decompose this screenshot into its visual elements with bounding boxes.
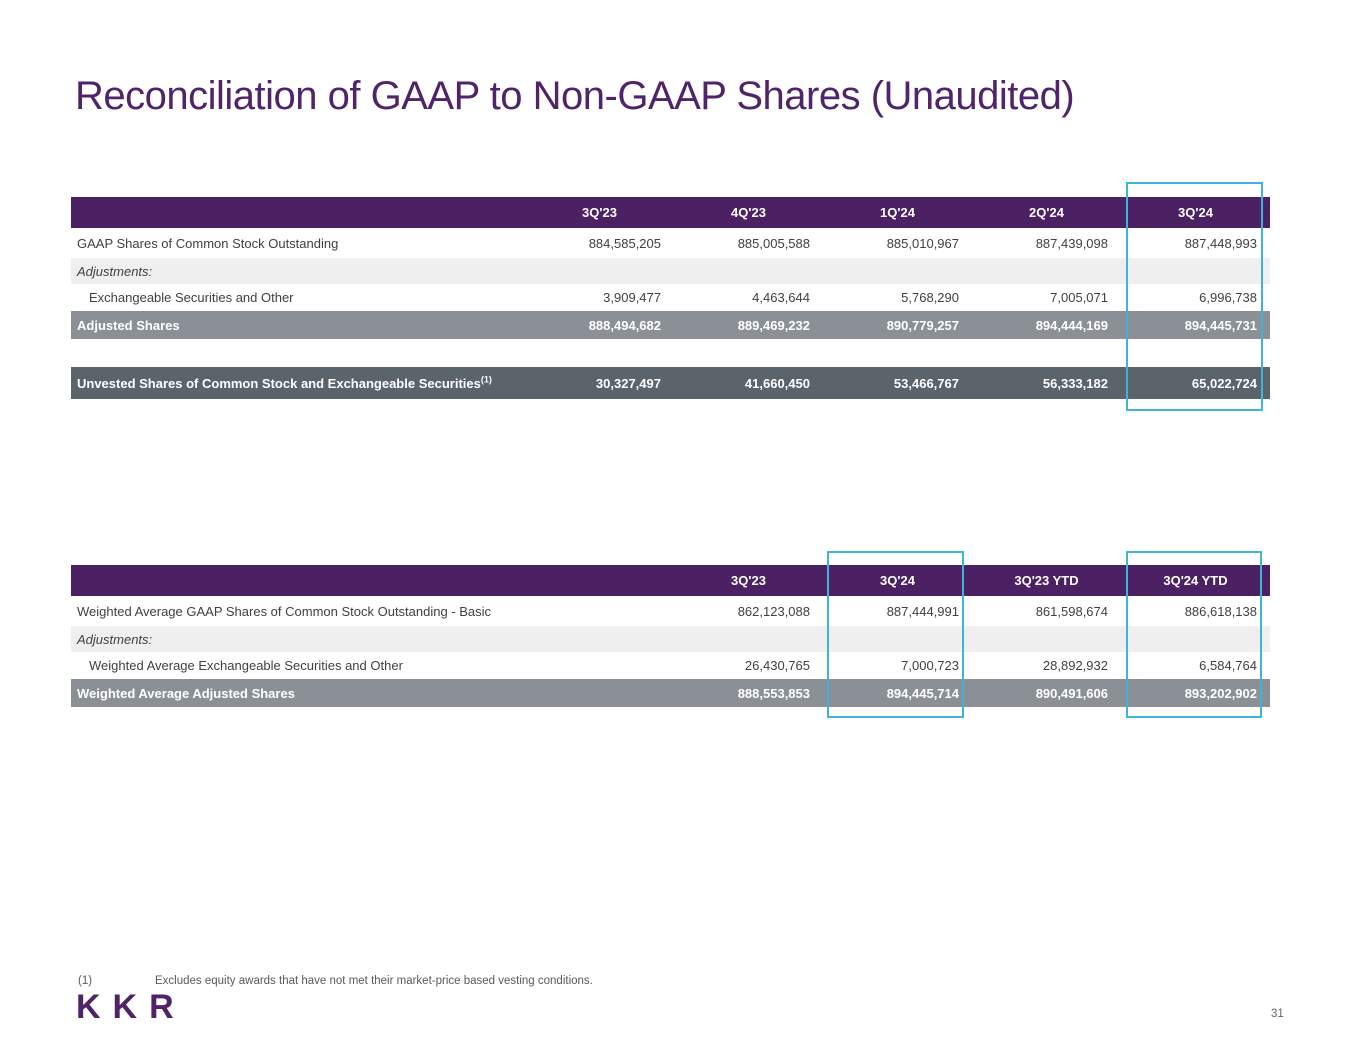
cell-value: 887,448,993 xyxy=(1184,235,1257,251)
cell-value: 7,000,723 xyxy=(901,658,959,673)
cell-value: 894,445,731 xyxy=(1184,317,1257,333)
cell-value: 28,892,932 xyxy=(1042,658,1108,673)
table2-header-3q24: 3Q'24 xyxy=(880,573,915,588)
weighted-average-shares-table: 3Q'23 3Q'24 3Q'23 YTD 3Q'24 YTD Weighted… xyxy=(71,565,1270,707)
page-number: 31 xyxy=(1271,1008,1284,1020)
table-row-adjusted-shares: Adjusted Shares 888,494,682 889,469,232 … xyxy=(71,311,1270,339)
cell-value: 5,768,290 xyxy=(901,290,959,305)
table1-header-3q24: 3Q'24 xyxy=(1178,205,1213,220)
cell-value: 884,585,205 xyxy=(588,235,661,251)
cell-value: 888,553,853 xyxy=(737,685,810,701)
cell-value: 6,996,738 xyxy=(1199,290,1257,305)
cell-value: 4,463,644 xyxy=(752,290,810,305)
cell-value: 861,598,674 xyxy=(1035,603,1108,619)
table-row-weighted-exchangeable: Weighted Average Exchangeable Securities… xyxy=(71,652,1270,679)
cell-value: 886,618,138 xyxy=(1184,603,1257,619)
row-label: GAAP Shares of Common Stock Outstanding xyxy=(77,235,339,251)
cell-value: 894,444,169 xyxy=(1035,317,1108,333)
row-label: Weighted Average GAAP Shares of Common S… xyxy=(77,603,492,619)
cell-value: 65,022,724 xyxy=(1191,375,1257,391)
cell-value: 894,445,714 xyxy=(886,685,959,701)
table-row-weighted-basic: Weighted Average GAAP Shares of Common S… xyxy=(71,596,1270,626)
cell-value: 885,005,588 xyxy=(737,235,810,251)
page-title: Reconciliation of GAAP to Non-GAAP Share… xyxy=(75,74,1075,118)
table2-header-3q24-ytd: 3Q'24 YTD xyxy=(1163,573,1228,588)
cell-value: 41,660,450 xyxy=(744,375,810,391)
unvested-label-text: Unvested Shares of Common Stock and Exch… xyxy=(77,375,481,391)
row-label: Adjustments: xyxy=(77,263,153,279)
cell-value: 7,005,071 xyxy=(1050,290,1108,305)
table1-header-row: 3Q'23 4Q'23 1Q'24 2Q'24 3Q'24 xyxy=(71,197,1270,228)
cell-value: 893,202,902 xyxy=(1184,685,1257,701)
cell-value: 53,466,767 xyxy=(893,375,959,391)
footnote-text: Excludes equity awards that have not met… xyxy=(155,975,593,987)
cell-value: 890,779,257 xyxy=(886,317,959,333)
row-label: Weighted Average Adjusted Shares xyxy=(77,685,295,701)
table-row-unvested-shares: Unvested Shares of Common Stock and Exch… xyxy=(71,367,1270,399)
cell-value: 885,010,967 xyxy=(886,235,959,251)
cell-value: 890,491,606 xyxy=(1035,685,1108,701)
table1-header-2q24: 2Q'24 xyxy=(1029,205,1064,220)
table1-header-1q24: 1Q'24 xyxy=(880,205,915,220)
row-label: Weighted Average Exchangeable Securities… xyxy=(89,658,403,673)
footnote: (1) Excludes equity awards that have not… xyxy=(78,975,593,987)
table-row-adjustments-label: Adjustments: xyxy=(71,258,1270,284)
cell-value: 888,494,682 xyxy=(588,317,661,333)
table2-header-row: 3Q'23 3Q'24 3Q'23 YTD 3Q'24 YTD xyxy=(71,565,1270,596)
table1-header-3q23: 3Q'23 xyxy=(582,205,617,220)
cell-value: 3,909,477 xyxy=(603,290,661,305)
cell-value: 887,439,098 xyxy=(1035,235,1108,251)
row-label: Adjustments: xyxy=(77,631,153,647)
cell-value: 30,327,497 xyxy=(595,375,661,391)
table2-header-3q23: 3Q'23 xyxy=(731,573,766,588)
quarterly-shares-table: 3Q'23 4Q'23 1Q'24 2Q'24 3Q'24 GAAP Share… xyxy=(71,197,1270,399)
table-row-weighted-adjusted: Weighted Average Adjusted Shares 888,553… xyxy=(71,679,1270,707)
table-row-adjustments-label: Adjustments: xyxy=(71,626,1270,652)
cell-value: 887,444,991 xyxy=(886,603,959,619)
row-label: Adjusted Shares xyxy=(77,317,180,333)
cell-value: 889,469,232 xyxy=(737,317,810,333)
cell-value: 6,584,764 xyxy=(1199,658,1257,673)
cell-value: 862,123,088 xyxy=(737,603,810,619)
cell-value: 56,333,182 xyxy=(1042,375,1108,391)
table2-header-3q23-ytd: 3Q'23 YTD xyxy=(1014,573,1079,588)
footnote-marker: (1) xyxy=(78,975,93,987)
table-spacer xyxy=(71,339,1270,367)
kkr-logo: KKR xyxy=(76,988,186,1026)
row-label: Exchangeable Securities and Other xyxy=(89,290,294,305)
footnote-reference: (1) xyxy=(480,374,492,385)
table1-header-4q23: 4Q'23 xyxy=(731,205,766,220)
table-row-gaap-shares: GAAP Shares of Common Stock Outstanding … xyxy=(71,228,1270,258)
table-row-exchangeable-securities: Exchangeable Securities and Other 3,909,… xyxy=(71,284,1270,311)
cell-value: 26,430,765 xyxy=(744,658,810,673)
row-label: Unvested Shares of Common Stock and Exch… xyxy=(71,374,525,391)
